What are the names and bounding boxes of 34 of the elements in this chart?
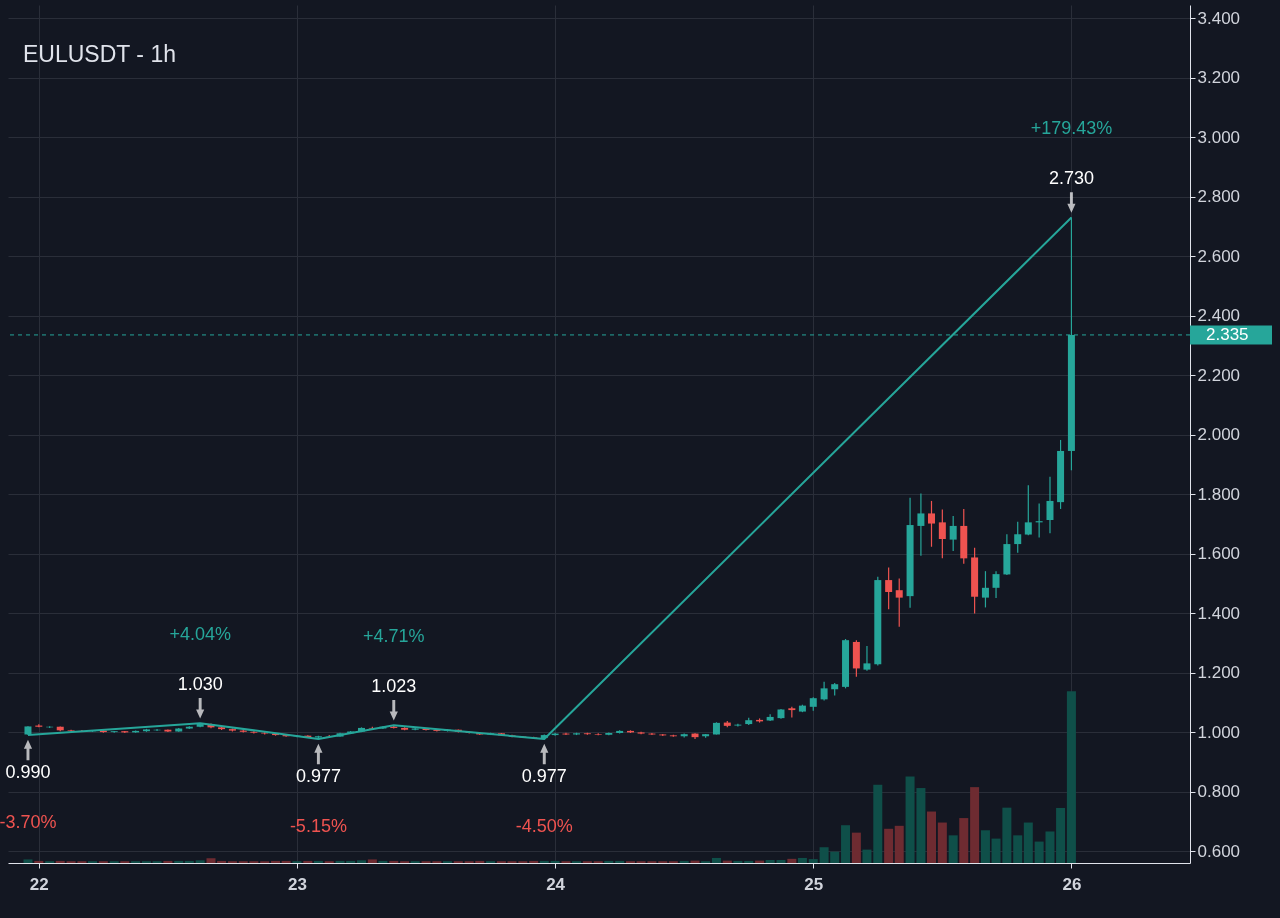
y-tick-label: 2.800 [1197, 187, 1241, 207]
annotation: +179.43% [1030, 118, 1113, 139]
y-tick-label: 1.200 [1197, 663, 1241, 683]
y-tick-label: 1.000 [1197, 722, 1241, 742]
annotation: 0.977 [521, 765, 567, 786]
y-tick-label: 1.400 [1197, 603, 1241, 623]
annotation: 1.023 [371, 676, 417, 697]
y-tick-label: 2.200 [1197, 365, 1241, 385]
annotation: +4.71% [362, 626, 425, 647]
x-tick-label: 23 [288, 874, 307, 894]
annotation: -4.50% [515, 815, 573, 836]
text: EULUSDT - 1h [23, 41, 176, 67]
y-tick-label: 2.000 [1197, 425, 1241, 445]
annotation: 1.030 [177, 674, 223, 695]
annotation: +4.04% [169, 624, 231, 645]
x-tick-label: 25 [804, 874, 824, 894]
y-tick-label: 0.600 [1197, 841, 1241, 861]
y-tick-label: 3.400 [1197, 8, 1241, 28]
y-tick-label: 2.400 [1197, 306, 1241, 326]
x-tick-label: 22 [29, 874, 49, 894]
annotation: 0.977 [295, 765, 341, 786]
y-tick-label: 0.800 [1197, 782, 1241, 802]
annotation: 0.990 [5, 762, 51, 783]
y-tick-label: 3.200 [1197, 68, 1241, 88]
annotation: -3.70% [0, 812, 57, 833]
y-tick-label: 3.000 [1197, 127, 1241, 147]
x-tick-label: 24 [546, 874, 566, 894]
x-tick-label: 26 [1062, 874, 1082, 894]
y-tick-label: 1.800 [1197, 484, 1241, 504]
y-tick-label: 1.600 [1197, 544, 1241, 564]
annotation: -5.15% [289, 815, 347, 836]
y-tick-label: 2.600 [1197, 246, 1241, 266]
annotation: 2.730 [1048, 168, 1094, 189]
ref-line-label: 2.335 [1206, 324, 1249, 344]
